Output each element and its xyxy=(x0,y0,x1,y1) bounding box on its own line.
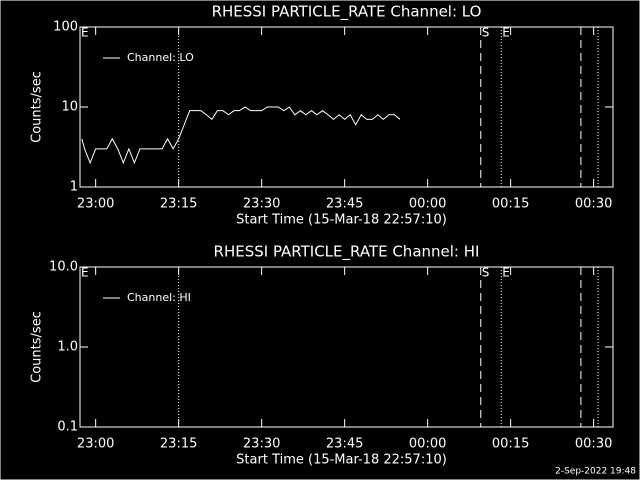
x-axis-label: Start Time (15-Mar-18 22:57:10) xyxy=(236,213,447,228)
x-tick-label: 23:45 xyxy=(326,437,363,452)
y-tick-label: 100 xyxy=(53,20,78,35)
y-axis-label: Counts/sec xyxy=(30,71,45,143)
x-tick-label: 23:45 xyxy=(326,197,363,212)
y-tick-label: 1 xyxy=(70,180,78,195)
x-tick-label: 23:15 xyxy=(160,197,197,212)
corner-label: E xyxy=(81,266,89,280)
x-tick-label: 00:30 xyxy=(575,437,612,452)
x-tick-label: 00:00 xyxy=(409,437,446,452)
footer: 2-Sep-2022 19:48 xyxy=(555,467,636,477)
legend-label: Channel: LO xyxy=(127,51,194,64)
x-tick-label: 23:30 xyxy=(243,197,280,212)
x-tick-label: 23:00 xyxy=(77,437,114,452)
x-tick-label: 23:00 xyxy=(77,197,114,212)
x-tick-label: 00:00 xyxy=(409,197,446,212)
marker-label: S xyxy=(482,26,490,40)
y-tick-label: 10.0 xyxy=(49,260,78,275)
y-tick-label: 10 xyxy=(61,100,78,115)
y-axis-label: Counts/sec xyxy=(30,311,45,383)
x-tick-label: 00:15 xyxy=(492,197,529,212)
x-tick-label: 23:15 xyxy=(160,437,197,452)
marker-label: E xyxy=(502,266,510,280)
x-tick-label: 00:30 xyxy=(575,197,612,212)
chart-title: RHESSI PARTICLE_RATE Channel: LO xyxy=(212,3,482,22)
x-tick-label: 23:30 xyxy=(243,437,280,452)
data-line xyxy=(81,106,401,165)
marker-label: S xyxy=(482,266,490,280)
chart-title: RHESSI PARTICLE_RATE Channel: HI xyxy=(214,243,480,262)
legend-label: Channel: HI xyxy=(127,291,191,304)
y-tick-label: 0.1 xyxy=(57,420,78,435)
x-tick-label: 00:15 xyxy=(492,437,529,452)
x-axis-label: Start Time (15-Mar-18 22:57:10) xyxy=(236,453,447,468)
marker-label: E xyxy=(502,26,510,40)
y-tick-label: 1.0 xyxy=(57,340,78,355)
corner-label: E xyxy=(81,26,89,40)
